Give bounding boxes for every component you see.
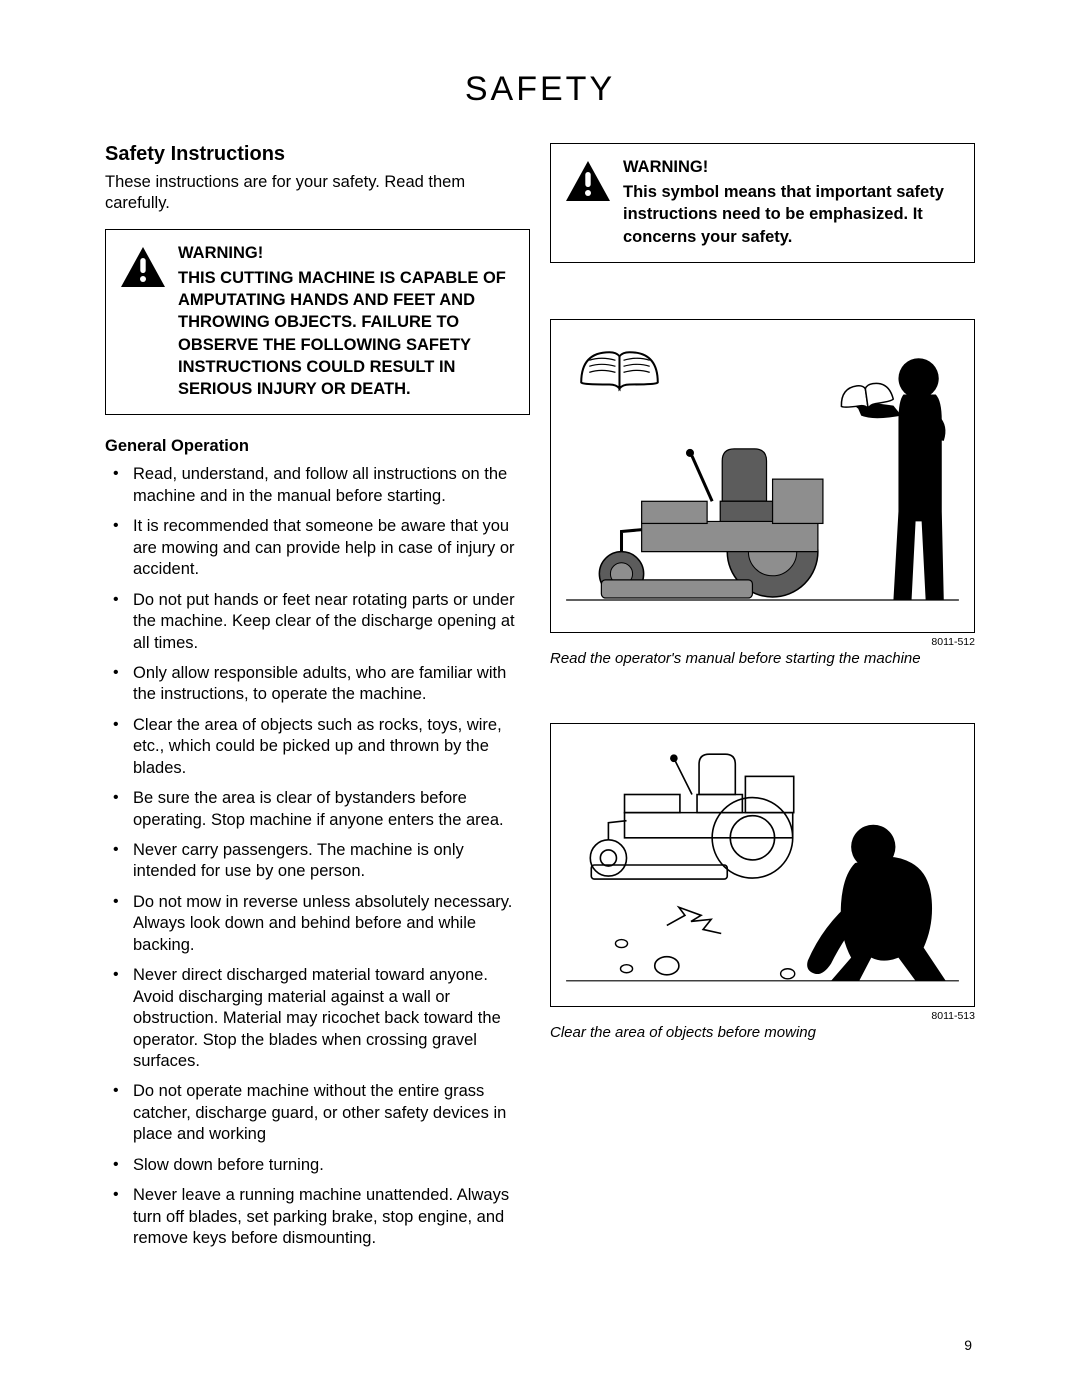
section-heading: Safety Instructions	[105, 143, 530, 166]
figure-code: 8011-513	[550, 1010, 975, 1022]
list-item: Never carry passengers. The machine is o…	[105, 840, 530, 883]
list-item: Clear the area of objects such as rocks,…	[105, 715, 530, 779]
general-operation-head: General Operation	[105, 437, 530, 456]
left-column: Safety Instructions These instructions a…	[105, 143, 530, 1258]
list-item: Read, understand, and follow all instruc…	[105, 464, 530, 507]
list-item: Do not mow in reverse unless absolutely …	[105, 892, 530, 956]
warning-box-right: WARNING! This symbol means that importan…	[550, 143, 975, 263]
warning-body: This symbol means that important safety …	[623, 181, 960, 248]
list-item: Slow down before turning.	[105, 1155, 530, 1176]
intro-text: These instructions are for your safety. …	[105, 172, 530, 215]
list-item: Never direct discharged material toward …	[105, 965, 530, 1072]
warning-triangle-icon	[565, 158, 611, 248]
list-item: Only allow responsible adults, who are f…	[105, 663, 530, 706]
figure-clear-area-icon	[551, 724, 974, 1006]
figure-read-manual	[550, 319, 975, 633]
list-item: It is recommended that someone be aware …	[105, 516, 530, 580]
figure-read-manual-icon	[551, 320, 974, 632]
list-item: Do not put hands or feet near rotating p…	[105, 590, 530, 654]
list-item: Do not operate machine without the entir…	[105, 1081, 530, 1145]
figure-code: 8011-512	[550, 636, 975, 648]
two-column-layout: Safety Instructions These instructions a…	[105, 143, 975, 1258]
warning-box-left: WARNING! THIS CUTTING MACHINE IS CAPABLE…	[105, 229, 530, 416]
figure-caption: Clear the area of objects before mowing	[550, 1024, 975, 1041]
warning-head: WARNING!	[623, 158, 960, 177]
warning-left-text: WARNING! THIS CUTTING MACHINE IS CAPABLE…	[178, 244, 515, 401]
figure-clear-area	[550, 723, 975, 1007]
warning-right-text: WARNING! This symbol means that importan…	[623, 158, 960, 248]
page-title: SAFETY	[105, 70, 975, 109]
right-column: WARNING! This symbol means that importan…	[550, 143, 975, 1258]
page: SAFETY Safety Instructions These instruc…	[0, 0, 1080, 1298]
warning-head: WARNING!	[178, 244, 515, 263]
list-item: Be sure the area is clear of bystanders …	[105, 788, 530, 831]
list-item: Never leave a running machine unattended…	[105, 1185, 530, 1249]
page-number: 9	[964, 1337, 972, 1353]
warning-triangle-icon	[120, 244, 166, 401]
figure-caption: Read the operator's manual before starti…	[550, 650, 975, 667]
bullet-list: Read, understand, and follow all instruc…	[105, 464, 530, 1249]
warning-body: THIS CUTTING MACHINE IS CAPABLE OF AMPUT…	[178, 267, 515, 401]
